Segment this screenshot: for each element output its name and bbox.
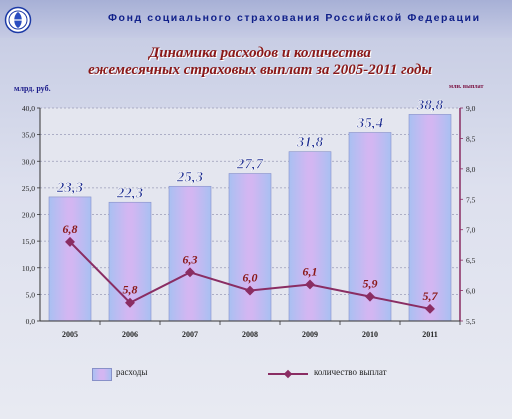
line-value-label: 6,1 bbox=[303, 264, 318, 278]
legend-label-line: количество выплат bbox=[314, 367, 387, 377]
line-value-label: 6,8 bbox=[63, 222, 78, 236]
left-tick-label: 0,0 bbox=[26, 317, 36, 326]
right-tick-label: 6,0 bbox=[466, 287, 476, 296]
bar bbox=[348, 132, 392, 322]
org-name: Фонд социального страхования Российской … bbox=[108, 12, 481, 24]
x-tick-label: 2010 bbox=[362, 330, 378, 339]
header-bar bbox=[0, 0, 512, 38]
x-tick-label: 2011 bbox=[422, 330, 438, 339]
line-value-label: 5,8 bbox=[123, 283, 138, 297]
chart-title: Динамика расходов и количества ежемесячн… bbox=[80, 45, 440, 79]
left-tick-label: 30,0 bbox=[22, 157, 35, 166]
right-axis-unit: млн. выплат bbox=[449, 84, 484, 90]
x-tick-label: 2008 bbox=[242, 330, 258, 339]
left-tick-label: 10,0 bbox=[22, 264, 35, 273]
bar-value-label: 27,7 bbox=[236, 156, 264, 172]
right-tick-label: 8,5 bbox=[466, 134, 476, 143]
bar bbox=[228, 173, 272, 322]
left-tick-label: 35,0 bbox=[22, 131, 35, 140]
line-point bbox=[305, 279, 315, 290]
legend-label-bars: расходы bbox=[116, 367, 148, 377]
bar-value-label: 23,3 bbox=[56, 180, 84, 196]
left-tick-label: 15,0 bbox=[22, 237, 35, 246]
right-tick-label: 7,5 bbox=[466, 195, 476, 204]
line-point bbox=[185, 267, 195, 278]
chart-legend: расходы количество выплат bbox=[0, 360, 512, 386]
line-value-label: 6,0 bbox=[243, 271, 258, 285]
bar-value-label: 22,3 bbox=[116, 185, 144, 201]
line-point bbox=[365, 291, 375, 302]
line-point bbox=[245, 285, 255, 296]
line-value-label: 5,7 bbox=[423, 289, 439, 303]
line-value-label: 6,3 bbox=[183, 252, 198, 266]
bar bbox=[288, 151, 332, 322]
right-tick-label: 6,5 bbox=[466, 256, 476, 265]
left-tick-label: 25,0 bbox=[22, 184, 35, 193]
x-tick-label: 2006 bbox=[122, 330, 138, 339]
bar bbox=[408, 114, 452, 322]
bar bbox=[168, 185, 212, 322]
x-tick-label: 2005 bbox=[62, 330, 78, 339]
x-tick-label: 2009 bbox=[302, 330, 318, 339]
legend-marker-line bbox=[283, 369, 293, 379]
bar-value-label: 35,4 bbox=[356, 115, 384, 131]
right-tick-label: 9,0 bbox=[466, 104, 476, 113]
bar-value-label: 38,8 bbox=[416, 97, 444, 113]
fss-logo-icon bbox=[4, 6, 32, 34]
left-tick-label: 20,0 bbox=[22, 211, 35, 220]
x-tick-label: 2007 bbox=[182, 330, 198, 339]
right-tick-label: 8,0 bbox=[466, 165, 476, 174]
left-tick-label: 40,0 bbox=[22, 104, 35, 113]
chart-title-line1: Динамика расходов и количества bbox=[149, 45, 371, 61]
legend-swatch-bars bbox=[92, 368, 112, 381]
right-tick-label: 5,5 bbox=[466, 317, 476, 326]
line-point bbox=[425, 303, 435, 314]
line-value-label: 5,9 bbox=[363, 277, 378, 291]
left-axis-unit: млрд. руб. bbox=[14, 84, 51, 93]
bar-value-label: 25,3 bbox=[176, 169, 204, 185]
line-point bbox=[65, 236, 75, 247]
bar bbox=[48, 196, 92, 322]
right-tick-label: 7,0 bbox=[466, 226, 476, 235]
bar-value-label: 31,8 bbox=[296, 135, 324, 151]
left-tick-label: 5,0 bbox=[26, 290, 36, 299]
chart-title-line2: ежемесячных страховых выплат за 2005-201… bbox=[88, 62, 432, 78]
